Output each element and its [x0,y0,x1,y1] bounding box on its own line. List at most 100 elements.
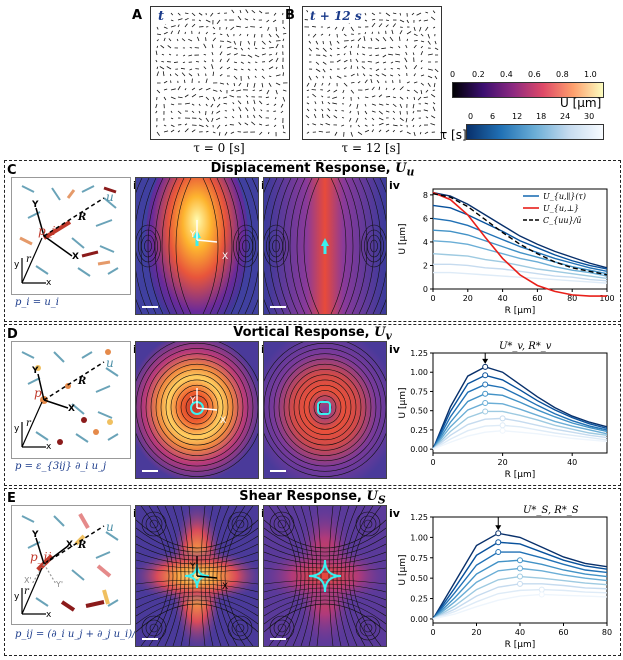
quiver-arrow [362,53,366,56]
quiver-arrow [197,73,200,77]
quiver-arrow [398,73,401,77]
plot-frame [432,352,608,454]
quiver-arrow [254,68,258,71]
field-e-iii [263,505,387,647]
quiver-arrow [170,25,176,28]
quiver-arrow [349,103,352,107]
quiver-arrow [322,54,327,57]
quiver-arrow [332,102,338,105]
quiver-arrow [406,38,409,42]
quiver-arrow [362,73,366,77]
streamline [264,342,386,477]
quiver-arrow [198,19,202,22]
schematic-c: p_i u Y X R r y x [11,177,131,295]
quiver-arrow [191,12,196,17]
quiver-arrow [211,117,214,122]
quiver-arrow [261,68,265,71]
quiver-arrow [336,75,342,79]
quiver-arrow [306,131,310,134]
streamline [292,506,310,646]
quiver-arrow [406,19,409,24]
quiver-arrow [430,115,436,119]
quiver-arrow [315,61,320,65]
quiver-arrow [233,40,236,45]
quiver-arrow [254,47,258,50]
quiver-arrow [364,88,369,91]
quiver-arrow [253,107,256,112]
quiver-arrow [432,106,436,112]
quiver-arrow [224,131,228,136]
quiver-arrow [212,37,216,42]
quiver-arrow [420,33,424,37]
y-tick-label: 0 [423,285,428,294]
cb-tau-tick: 0 [468,112,474,121]
peak-marker [495,539,502,546]
quiver-arrow [356,66,359,70]
streamline [140,348,254,467]
series-line [432,374,608,450]
quiver-arrow [251,121,256,126]
quiver-arrow [216,19,221,25]
y-axis-label: U [μm] [398,224,408,255]
quiver-arrow [375,61,380,64]
label-R: R [78,540,87,551]
x-tick-label: 0 [430,294,435,303]
y-tick-label: 0.50 [410,407,428,416]
quiver-arrow [329,75,332,80]
x-tick-label: 40 [498,294,508,303]
quiver-arrow [155,50,158,56]
streamline [242,239,250,253]
quiver-arrow [320,123,324,126]
shear-icon [308,559,342,593]
quiver-arrow [238,106,242,112]
quiver-arrow [349,50,352,56]
quiver-arrow [245,26,249,28]
quiver-arrow [423,96,429,99]
cb-u-tick: 0.4 [500,70,513,79]
streamline [344,178,361,314]
series-line [432,583,608,620]
quiver-arrow [219,45,222,49]
label-R: R [78,376,87,387]
quiver-arrow [392,124,398,127]
x-tick-label: 20 [498,458,508,467]
quiver-arrow [273,124,277,128]
quiver-arrow [413,26,416,32]
panel-letter-b: B [285,8,295,23]
quiver-arrow [239,114,242,119]
quiver-arrow [156,33,162,36]
quiver-arrow [406,81,410,84]
quiver-arrow [155,59,158,63]
streamline [136,591,258,609]
y-tick-label: 6 [423,214,428,223]
label-p: p [34,386,42,400]
quiver-arrow [364,129,370,133]
streamline [164,506,182,646]
chart-d-svg: 0 20 40 0.00 0.25 0.50 0.75 1.00 1.25 R [μm] U [μm… [398,349,608,480]
quiver-arrow [306,89,310,92]
quiver-arrow [240,68,244,71]
series-line [433,263,608,282]
quiver-arrow [191,110,195,113]
y-tick-label: 0.00 [410,615,428,624]
axis-line [196,407,218,411]
streamline [136,342,258,472]
scale-bar [142,306,158,308]
quiver-arrow [180,67,186,70]
quiver-arrow [398,36,401,42]
streamline [141,511,167,537]
quiver-arrow [425,116,429,119]
streamline [237,178,254,314]
x-tick-label: 20 [463,294,473,303]
streamline [365,178,382,314]
quiver-arrow [212,131,216,134]
streamline [370,239,378,253]
streamline [239,234,253,258]
series-line [432,593,608,620]
label-r: r [26,254,31,265]
streamline [209,178,226,314]
quiver-arrow [364,31,367,35]
quiver-arrow [253,82,256,88]
series-line [432,417,608,450]
quiver-arrow [376,80,380,84]
